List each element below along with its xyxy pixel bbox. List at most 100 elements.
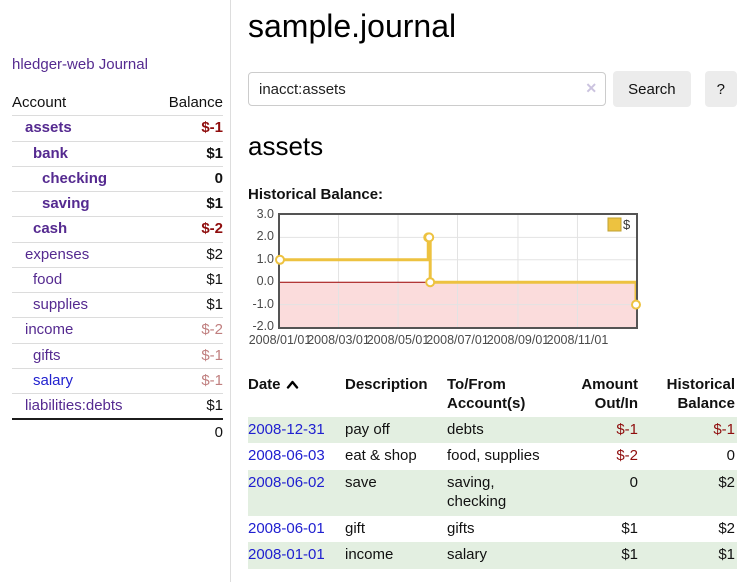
transaction-row: 2008-06-01 gift gifts $1 $2 (248, 516, 737, 543)
account-balance: $-2 (153, 317, 223, 344)
register-table: Date Description To/From Account(s) Amou… (248, 373, 737, 569)
accounts-header-account: Account (12, 91, 154, 117)
account-link-income[interactable]: income (25, 321, 74, 339)
account-balance: $-2 (153, 216, 223, 243)
clear-search-icon[interactable]: ✕ (585, 80, 598, 96)
data-point-marker (425, 277, 436, 288)
page-title: sample.journal (248, 8, 457, 44)
y-axis-tick-label: 2.0 (256, 229, 274, 244)
help-button[interactable]: ? (704, 71, 737, 107)
account-row-income: income $-2 (12, 317, 223, 344)
chart[interactable]: $3.0 2.0 1.0 0.0 -1.0 -2.0 2008/01/01 2008/03/0… (248, 207, 737, 353)
account-heading: assets (248, 131, 324, 161)
transaction-balance: $2 (718, 519, 735, 537)
account-link-checking[interactable]: checking (42, 169, 108, 187)
account-link-liabilities-debts[interactable]: liabilities:debts (25, 397, 123, 414)
sort-ascending-icon (286, 380, 298, 389)
y-axis-tick-label: 1.0 (256, 251, 274, 266)
transaction-accounts: saving, checking (447, 474, 507, 510)
transaction-amount: $-1 (616, 420, 638, 438)
transaction-amount: $1 (621, 519, 638, 537)
x-axis-tick-label: 2008/01/01 (248, 333, 312, 347)
search-button[interactable]: Search (613, 71, 691, 107)
account-row-liabilities-debts: liabilities:debts $1 (12, 393, 223, 420)
transaction-row: 2008-06-02 save saving, checking 0 $2 (248, 470, 737, 516)
accounts-header-balance: Balance (153, 91, 223, 117)
accounts-table: Account Balance assets $-1 bank $1 check… (12, 91, 223, 446)
account-balance: $1 (153, 191, 223, 218)
transaction-date-link[interactable]: 2008-12-31 (248, 420, 325, 438)
accounts-total-value: 0 (153, 418, 223, 446)
account-row-food: food $1 (12, 267, 223, 294)
account-balance: $1 (153, 393, 223, 420)
account-row-expenses: expenses $2 (12, 242, 223, 268)
sidebar-item-journal[interactable]: Journal (98, 56, 148, 73)
account-row-cash: cash $-2 (12, 216, 223, 243)
column-header-date[interactable]: Date (248, 373, 345, 417)
transaction-amount: $-2 (616, 447, 638, 465)
column-header-tofrom-accounts: To/From Account(s) (447, 376, 526, 412)
account-link-cash[interactable]: cash (33, 220, 68, 238)
account-balance: $1 (153, 292, 223, 319)
transaction-row: 2008-06-03 eat & shop food, supplies $-2… (248, 443, 737, 470)
y-axis-tick-label: -2.0 (252, 319, 274, 333)
search-input[interactable] (248, 72, 607, 106)
legend-swatch (607, 217, 622, 232)
transaction-description: save (345, 474, 377, 491)
sidebar: hledger-web Journal Account Balance asse… (0, 0, 231, 582)
transaction-description: eat & shop (345, 447, 417, 465)
transaction-description: gift (345, 519, 366, 537)
account-balance: $-1 (153, 368, 223, 395)
column-header-amount-out-in: Amount Out/In (581, 376, 638, 412)
column-header-description: Description (345, 376, 428, 393)
main-content: sample.journal ✕ Search ? assets Histori… (248, 0, 737, 569)
account-link-assets[interactable]: assets (25, 119, 72, 137)
transaction-accounts: food, supplies (447, 447, 540, 465)
transaction-balance: $1 (718, 546, 735, 564)
app-title-link[interactable]: hledger-web (12, 56, 95, 73)
transaction-description: income (345, 546, 394, 564)
account-link-bank[interactable]: bank (33, 144, 69, 162)
transaction-accounts: salary (447, 546, 488, 564)
transaction-date-link[interactable]: 2008-06-03 (248, 447, 325, 465)
transaction-date-link[interactable]: 2008-06-02 (248, 474, 325, 491)
x-axis-tick-label: 2008/03/01 (307, 333, 370, 347)
transaction-row: 2008-01-01 income salary $1 $1 (248, 542, 737, 569)
account-link-salary[interactable]: salary (33, 371, 74, 389)
account-row-supplies: supplies $1 (12, 292, 223, 319)
y-axis-tick-label: -1.0 (252, 296, 274, 311)
account-link-food[interactable]: food (33, 270, 63, 288)
account-link-saving[interactable]: saving (42, 195, 90, 212)
transaction-balance: $-1 (713, 420, 735, 438)
account-link-expenses[interactable]: expenses (25, 245, 90, 263)
account-balance: $-1 (153, 343, 223, 369)
account-balance: $1 (153, 267, 223, 294)
x-axis-tick-label: 2008/11/01 (546, 333, 609, 347)
y-axis-tick-label: 0.0 (256, 274, 274, 289)
transaction-amount: $1 (621, 546, 638, 564)
plot-border (278, 213, 638, 329)
account-row-bank: bank $1 (12, 141, 223, 167)
column-header-historical-balance: Historical Balance (666, 376, 735, 412)
transaction-amount: 0 (629, 474, 638, 491)
data-point-marker (275, 254, 285, 265)
data-point-marker (424, 232, 435, 243)
account-balance: $-1 (153, 115, 223, 142)
transaction-row: 2008-12-31 pay off debts $-1 $-1 (248, 416, 737, 444)
accounts-header-row: Account Balance (12, 91, 223, 117)
chart-plot[interactable]: $ (275, 213, 641, 329)
transaction-accounts: gifts (447, 519, 475, 537)
account-link-supplies[interactable]: supplies (33, 296, 89, 313)
transaction-accounts: debts (447, 420, 484, 438)
date-header-label: Date (248, 376, 281, 393)
account-row-salary: salary $-1 (12, 368, 223, 395)
search-input-wrap: ✕ (248, 72, 607, 106)
account-link-gifts[interactable]: gifts (33, 346, 61, 364)
data-point-marker (631, 299, 641, 310)
transaction-date-link[interactable]: 2008-06-01 (248, 519, 325, 537)
x-axis-tick-label: 2008/05/01 (366, 333, 430, 347)
transaction-description: pay off (345, 420, 390, 438)
account-row-gifts: gifts $-1 (12, 343, 223, 369)
transaction-date-link[interactable]: 2008-01-01 (248, 546, 325, 564)
legend-label: $ (623, 217, 631, 232)
